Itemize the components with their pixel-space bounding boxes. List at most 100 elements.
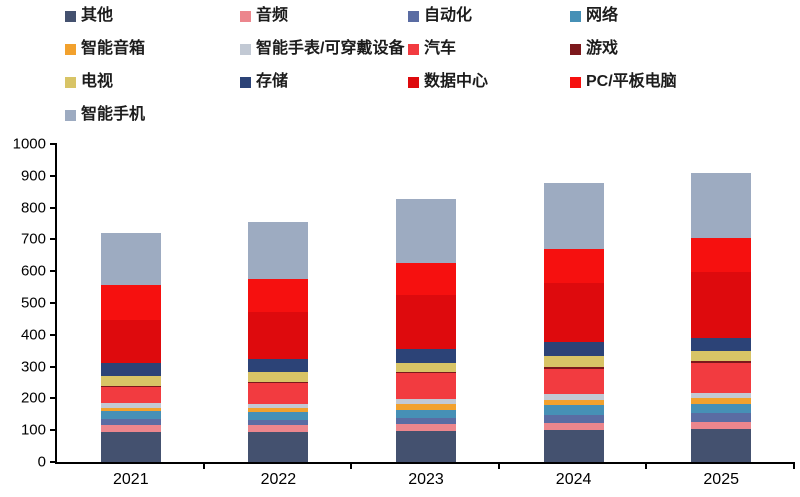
bar-segment xyxy=(691,428,752,462)
legend-item: 数据中心 xyxy=(408,74,488,90)
legend-label: 游戏 xyxy=(586,40,619,57)
legend-swatch-icon xyxy=(408,43,419,55)
legend-label: 存储 xyxy=(256,73,289,90)
bar-segment xyxy=(248,431,309,462)
bar-segment xyxy=(691,363,752,394)
bar-2021 xyxy=(100,233,161,462)
bar-segment xyxy=(691,413,752,422)
bar-segment xyxy=(543,356,604,367)
x-axis-category-label: 2022 xyxy=(260,471,297,488)
y-axis-tick-label: 0 xyxy=(37,453,46,471)
legend-swatch-icon xyxy=(570,76,581,88)
y-axis-tick xyxy=(50,333,57,336)
legend-swatch-icon xyxy=(240,10,251,22)
legend-swatch-icon xyxy=(65,76,76,88)
legend-item: 智能手表/可穿戴设备 xyxy=(240,41,404,57)
bar-segment xyxy=(691,351,752,361)
legend: 其他 音频 自动化 网络 智能音箱 智能手表/可穿戴设备 汽车 游戏 电视 存储 数据中心 PC/平板… xyxy=(0,0,800,132)
bar-segment xyxy=(691,271,752,338)
bar-segment xyxy=(543,399,604,405)
bar-segment xyxy=(396,398,456,405)
bar-segment xyxy=(691,421,752,429)
bar-segment xyxy=(543,415,604,424)
legend-item: 智能音箱 xyxy=(65,41,145,57)
bar-segment xyxy=(543,423,604,431)
legend-item: 其他 xyxy=(65,8,113,24)
legend-item: PC/平板电脑 xyxy=(570,74,677,90)
bar-segment xyxy=(543,283,604,343)
y-axis-tick xyxy=(50,461,57,463)
bar-segment xyxy=(248,278,309,313)
bar-2023 xyxy=(396,199,456,462)
bar-segment xyxy=(543,369,604,394)
bar-segment xyxy=(100,233,161,286)
legend-label: PC/平板电脑 xyxy=(586,73,677,90)
y-axis-tick xyxy=(50,302,57,304)
x-axis-category-label: 2023 xyxy=(408,471,444,488)
legend-swatch-icon xyxy=(65,109,76,121)
bar-segment xyxy=(248,372,309,382)
y-axis-tick xyxy=(50,238,57,241)
bar-segment xyxy=(396,431,456,462)
bar-2025 xyxy=(691,173,752,462)
bar-segment xyxy=(691,338,752,352)
legend-swatch-icon xyxy=(65,43,76,55)
bar-segment xyxy=(396,372,456,399)
legend-item: 电视 xyxy=(65,74,113,90)
y-axis-tick-label: 500 xyxy=(20,294,46,312)
x-axis-tick xyxy=(645,462,648,469)
bar-segment xyxy=(248,381,309,383)
bar-segment xyxy=(543,366,604,370)
legend-swatch-icon xyxy=(240,43,251,55)
legend-label: 智能音箱 xyxy=(81,40,146,57)
y-axis-tick-label: 700 xyxy=(20,230,46,248)
bar-segment xyxy=(100,425,161,432)
x-axis-tick xyxy=(497,462,500,469)
legend-label: 网络 xyxy=(586,7,619,24)
bar-segment xyxy=(691,393,752,399)
bar-segment xyxy=(396,294,456,350)
y-axis-tick-label: 1000 xyxy=(12,135,46,153)
bar-segment xyxy=(248,420,309,426)
y-axis-tick xyxy=(50,270,57,273)
legend-label: 数据中心 xyxy=(424,73,489,90)
y-axis-tick xyxy=(50,397,57,400)
bar-segment xyxy=(396,262,456,295)
bar-segment xyxy=(543,182,604,250)
x-axis-category-label: 2024 xyxy=(555,471,592,488)
legend-label: 智能手表/可穿戴设备 xyxy=(256,40,405,57)
bar-segment xyxy=(543,393,604,400)
y-axis-tick-label: 100 xyxy=(20,421,46,439)
bar-segment xyxy=(100,363,161,377)
bar-segment xyxy=(691,238,752,272)
bar-segment xyxy=(543,430,604,462)
y-axis-tick-label: 200 xyxy=(20,389,46,407)
legend-label: 音频 xyxy=(256,7,289,24)
bar-segment xyxy=(100,285,161,321)
legend-swatch-icon xyxy=(408,10,419,22)
legend-label: 其他 xyxy=(81,7,114,24)
legend-item: 智能手机 xyxy=(65,107,145,123)
bar-segment xyxy=(396,424,456,432)
bar-segment xyxy=(100,411,161,420)
legend-label: 电视 xyxy=(81,73,114,90)
bar-segment xyxy=(248,358,309,373)
legend-swatch-icon xyxy=(570,10,581,22)
legend-label: 汽车 xyxy=(424,40,457,57)
bar-segment xyxy=(100,407,161,412)
legend-item: 网络 xyxy=(570,8,618,24)
bar-segment xyxy=(100,431,161,462)
bar-segment xyxy=(396,404,456,410)
bar-segment xyxy=(396,418,456,425)
legend-swatch-icon xyxy=(408,76,419,88)
y-axis-tick xyxy=(50,429,57,432)
y-axis-tick xyxy=(50,206,57,209)
bar-segment xyxy=(100,320,161,364)
legend-swatch-icon xyxy=(65,10,76,22)
bar-segment xyxy=(248,221,309,279)
bar-segment xyxy=(396,409,456,419)
bar-segment xyxy=(396,371,456,373)
legend-item: 存储 xyxy=(240,74,288,90)
bar-segment xyxy=(248,407,309,413)
